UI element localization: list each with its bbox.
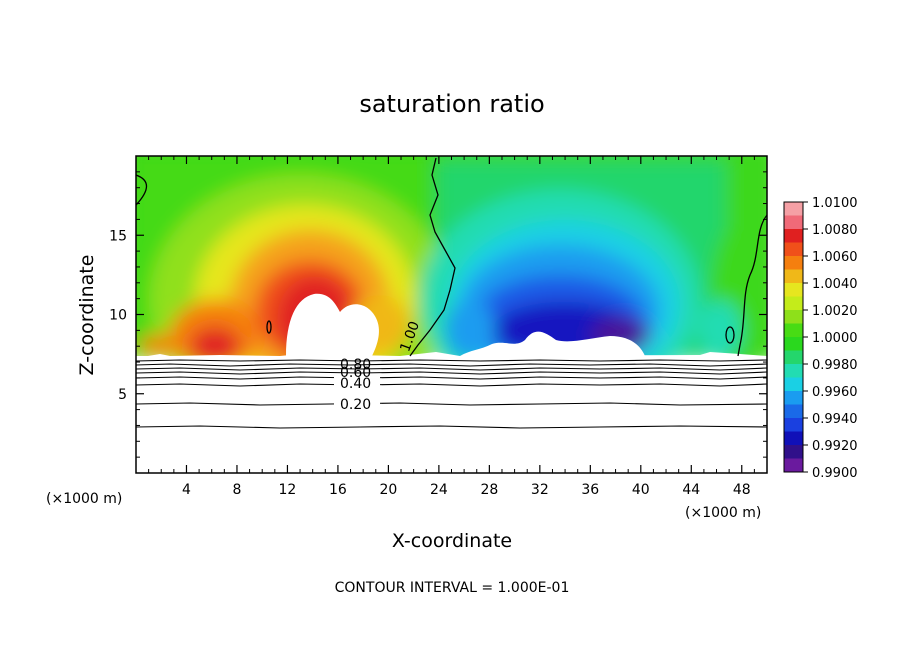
colorbar-swatch bbox=[784, 391, 803, 405]
colorbar-swatch bbox=[784, 445, 803, 459]
x-axis-label: X-coordinate bbox=[392, 530, 512, 552]
colorbar-swatch bbox=[784, 337, 803, 351]
x-tick-label: 4 bbox=[182, 482, 191, 498]
x-tick-label: 28 bbox=[480, 482, 498, 498]
colorbar-swatch bbox=[784, 242, 803, 257]
colorbar-label: 0.9960 bbox=[812, 385, 858, 400]
colorbar-swatch bbox=[784, 202, 803, 216]
x-axis-ticks: 4 8 12 16 20 24 28 32 36 40 44 48 bbox=[148, 156, 755, 498]
colorbar-swatch bbox=[784, 377, 803, 392]
colorbar-labels: 1.0100 1.0080 1.0060 1.0040 1.0020 1.0000 0.99… bbox=[803, 196, 858, 481]
colorbar-cells bbox=[784, 202, 803, 473]
contour-label-5: 0.20 bbox=[340, 397, 371, 413]
x-tick-label: 8 bbox=[232, 482, 241, 498]
contour-lines bbox=[136, 359, 767, 429]
colorbar-swatch bbox=[784, 256, 803, 270]
colorbar-label: 1.0020 bbox=[812, 304, 858, 319]
contour-label-4: 0.40 bbox=[340, 376, 371, 392]
colorbar-label: 1.0040 bbox=[812, 277, 858, 292]
colorbar-swatch bbox=[784, 364, 803, 378]
cloud-base-edge bbox=[136, 352, 767, 360]
y-tick-label: 15 bbox=[109, 228, 127, 244]
x-tick-label: 12 bbox=[279, 482, 297, 498]
colorbar-swatch bbox=[784, 283, 803, 297]
colorbar: 1.0100 1.0080 1.0060 1.0040 1.0020 1.0000 0.99… bbox=[783, 196, 858, 481]
contour-label-2: 0.80 bbox=[340, 357, 371, 373]
x-unit-left: (×1000 m) bbox=[46, 491, 122, 507]
colorbar-label: 1.0080 bbox=[812, 223, 858, 238]
colorbar-swatch bbox=[784, 323, 803, 338]
plot-area bbox=[136, 156, 767, 473]
x-tick-label: 40 bbox=[632, 482, 650, 498]
x-tick-label: 16 bbox=[329, 482, 347, 498]
colorbar-label: 1.0000 bbox=[812, 331, 858, 346]
contour-labels: 1.00 0.80 0.60 0.40 0.20 bbox=[334, 319, 423, 413]
colorbar-swatch bbox=[784, 296, 803, 311]
colorbar-swatch bbox=[784, 404, 803, 419]
colorbar-swatch bbox=[784, 431, 803, 446]
x-tick-label: 32 bbox=[531, 482, 549, 498]
colorbar-swatch bbox=[784, 350, 803, 365]
contour-unity bbox=[136, 157, 767, 357]
clear-pocket-right bbox=[460, 331, 645, 356]
y-axis-ticks: 5 10 15 bbox=[109, 171, 767, 458]
colorbar-label: 1.0060 bbox=[812, 250, 858, 265]
y-tick-label: 10 bbox=[109, 308, 127, 324]
colorbar-label: 0.9940 bbox=[812, 412, 858, 427]
colorbar-label: 0.9980 bbox=[812, 358, 858, 373]
colorbar-swatch bbox=[784, 229, 803, 243]
colorbar-label: 0.9900 bbox=[812, 466, 858, 481]
x-unit-right: (×1000 m) bbox=[685, 505, 761, 521]
colorbar-label: 0.9920 bbox=[812, 439, 858, 454]
colorbar-swatch bbox=[784, 310, 803, 324]
colorbar-swatch bbox=[784, 458, 803, 473]
x-tick-label: 44 bbox=[682, 482, 700, 498]
x-tick-label: 36 bbox=[581, 482, 599, 498]
clear-pocket-left bbox=[286, 293, 379, 356]
y-axis-label: Z-coordinate bbox=[76, 255, 98, 376]
x-tick-label: 48 bbox=[733, 482, 751, 498]
x-tick-label: 24 bbox=[430, 482, 448, 498]
contour-interval-note: CONTOUR INTERVAL = 1.000E-01 bbox=[335, 580, 570, 596]
colorbar-swatch bbox=[784, 215, 803, 230]
y-tick-label: 5 bbox=[118, 387, 127, 403]
colorbar-swatch bbox=[784, 269, 803, 284]
x-tick-label: 20 bbox=[379, 482, 397, 498]
colorbar-swatch bbox=[784, 418, 803, 432]
chart-title: saturation ratio bbox=[359, 90, 544, 118]
subcloud-layer bbox=[136, 356, 767, 473]
colorbar-label: 1.0100 bbox=[812, 196, 858, 211]
contour-label-3: 0.60 bbox=[340, 365, 371, 381]
